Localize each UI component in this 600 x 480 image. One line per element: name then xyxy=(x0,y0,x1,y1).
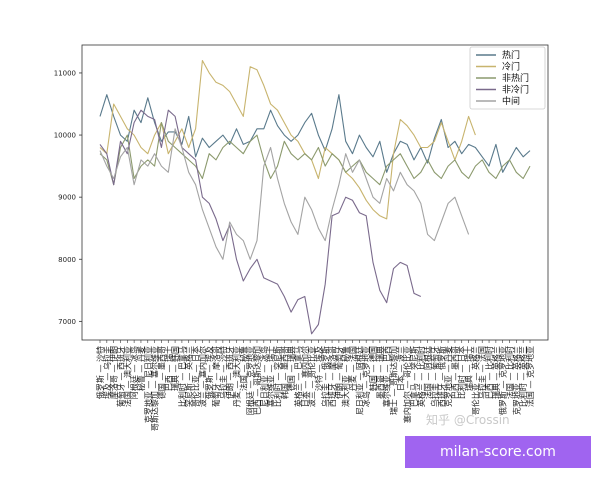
x-tick-label: 波兰 — 哥伦比亚 xyxy=(307,346,317,407)
y-tick-label: 10000 xyxy=(54,132,76,140)
x-tick-label: 尼日利亚 — 冰岛 xyxy=(259,346,269,407)
x-tick-label: 英格兰 — 巴拿马 xyxy=(293,346,303,407)
x-tick-label: 阿根廷 — 克罗地亚 xyxy=(245,346,255,415)
y-tick-label: 7000 xyxy=(58,318,76,326)
x-tick-label: 阿根廷 — 冰岛 xyxy=(129,346,139,399)
x-tick-label: 法国 — 秘鲁 xyxy=(238,346,248,391)
x-tick-label: 乌拉圭 — 法国 xyxy=(477,346,487,399)
series-line xyxy=(99,122,531,186)
x-tick-label: 克罗地亚 — 尼日利亚 xyxy=(143,346,153,423)
x-tick-label: 瑞典 — 英格兰 xyxy=(491,346,501,399)
x-tick-label: 巴拿马 — 突尼斯 xyxy=(409,346,419,407)
x-tick-label: 法国 — 阿根廷 xyxy=(423,346,433,399)
x-tick-label: 巴西 — 墨西哥 xyxy=(451,346,460,399)
x-tick-label: 塞内加尔 — 哥伦比亚 xyxy=(402,346,412,423)
series-line xyxy=(99,59,476,220)
series-line xyxy=(99,109,422,335)
x-tick-label: 哥伦比亚 — 日本 xyxy=(191,346,201,407)
x-tick-label: 法国 — 比利时 xyxy=(505,346,515,399)
x-tick-label: 波兰 — 塞内加尔 xyxy=(197,346,207,407)
x-tick-label: 比利时 — 日本 xyxy=(457,346,467,399)
x-tick-label: 巴西 — 哥斯达黎加 xyxy=(252,346,262,415)
x-tick-label: 澳大利亚 — 秘鲁 xyxy=(341,346,351,407)
x-tick-label: 德国 — 瑞典 xyxy=(286,346,296,391)
x-tick-label: 冰岛 — 克罗地亚 xyxy=(361,346,371,407)
x-tick-label: 法国 — 克罗地亚 xyxy=(525,346,535,407)
x-tick-label: 瑞典 — 韩国 xyxy=(170,346,180,391)
legend-label: 中间 xyxy=(502,95,520,107)
x-tick-label: 葡萄牙 — 摩洛哥 xyxy=(211,346,221,407)
legend-label: 非冷门 xyxy=(502,84,529,96)
x-tick-label: 西班牙 — 摩洛哥 xyxy=(327,346,337,407)
x-tick-label: 尼日利亚 — 阿根廷 xyxy=(354,346,364,415)
x-tick-label: 沙特 — 埃及 xyxy=(313,346,323,391)
x-tick-label: 瑞士 — 哥斯达黎加 xyxy=(388,346,398,415)
x-tick-label: 伊朗 — 葡萄牙 xyxy=(334,346,344,399)
legend-box xyxy=(469,46,546,110)
legend-label: 非热门 xyxy=(502,72,529,84)
x-tick-label: 丹麦 — 法国 xyxy=(348,346,358,391)
y-axis: 7000 8000 9000 10000 11000 xyxy=(54,69,82,326)
x-tick-label: 比利时 — 突尼斯 xyxy=(272,346,282,407)
series-line xyxy=(99,128,470,260)
x-tick-label: 哥斯达黎加 — 塞尔维亚 xyxy=(150,346,160,431)
x-tick-label: 瑞典 — 瑞士 xyxy=(464,346,474,391)
x-tick-label: 乌拉圭 — 俄罗斯 xyxy=(320,346,330,407)
x-tick-label: 西班牙 — 俄罗斯 xyxy=(436,346,446,407)
x-tick-label: 日本 — 塞内加尔 xyxy=(300,346,310,407)
x-tick-label: 乌拉圭 — 葡萄牙 xyxy=(429,346,439,407)
watermark: 知乎 @Crossin xyxy=(426,413,510,427)
x-tick-label: 克罗地亚 — 英格兰 xyxy=(511,346,521,415)
x-tick-label: 法国 — 澳大利亚 xyxy=(122,346,132,407)
x-tick-label: 俄罗斯 — 沙特 xyxy=(95,346,105,399)
x-tick-label: 哥伦比亚 — 英格兰 xyxy=(470,346,480,415)
x-tick-label: 突尼斯 — 英格兰 xyxy=(184,346,194,407)
legend-label: 冷门 xyxy=(502,61,520,73)
x-tick-label: 塞尔维亚 — 瑞士 xyxy=(266,346,276,407)
series-lines xyxy=(99,59,531,335)
y-tick-label: 11000 xyxy=(54,69,76,77)
series-line xyxy=(99,94,531,173)
x-tick-label: 秘鲁 — 丹麦 xyxy=(136,346,146,391)
x-tick-label: 巴西 — 比利时 xyxy=(484,346,494,399)
x-tick-label: 葡萄牙 — 西班牙 xyxy=(115,346,125,407)
x-tick-label: 俄罗斯 — 埃及 xyxy=(204,346,214,399)
x-tick-label: 英格兰 — 比利时 xyxy=(416,346,426,407)
plot-frame xyxy=(81,44,549,341)
x-tick-label: 克罗地亚 — 丹麦 xyxy=(443,346,453,407)
x-tick-label: 德国 — 墨西哥 xyxy=(156,346,166,399)
site-badge[interactable]: milan-score.com xyxy=(405,436,591,468)
x-tick-label: 比利时 — 巴拿马 xyxy=(177,346,187,407)
y-tick-label: 8000 xyxy=(58,256,76,264)
x-tick-label: 俄罗斯 — 克罗地亚 xyxy=(498,346,508,415)
x-tick-label: 摩洛哥 — 伊朗 xyxy=(109,346,119,399)
x-tick-label: 韩国 — 墨西哥 xyxy=(279,346,289,399)
x-tick-label: 墨西哥 — 瑞典 xyxy=(375,346,385,399)
x-tick-label: 韩国 — 德国 xyxy=(368,346,378,391)
x-tick-label: 伊朗 — 西班牙 xyxy=(225,346,235,399)
x-tick-label: 巴西 — 瑞士 xyxy=(163,346,173,391)
x-tick-label: 比利时 — 英格兰 xyxy=(518,346,528,407)
x-tick-label: 乌拉圭 — 沙特 xyxy=(218,346,228,399)
legend-label: 热门 xyxy=(502,49,520,61)
y-tick-label: 9000 xyxy=(58,194,76,202)
x-tick-label: 日本 — 波兰 xyxy=(395,346,405,391)
x-tick-label: 丹麦 — 澳大利亚 xyxy=(232,346,242,407)
x-tick-label: 埃及 — 乌拉圭 xyxy=(102,346,112,399)
x-tick-label: 塞尔维亚 — 巴西 xyxy=(382,346,392,407)
